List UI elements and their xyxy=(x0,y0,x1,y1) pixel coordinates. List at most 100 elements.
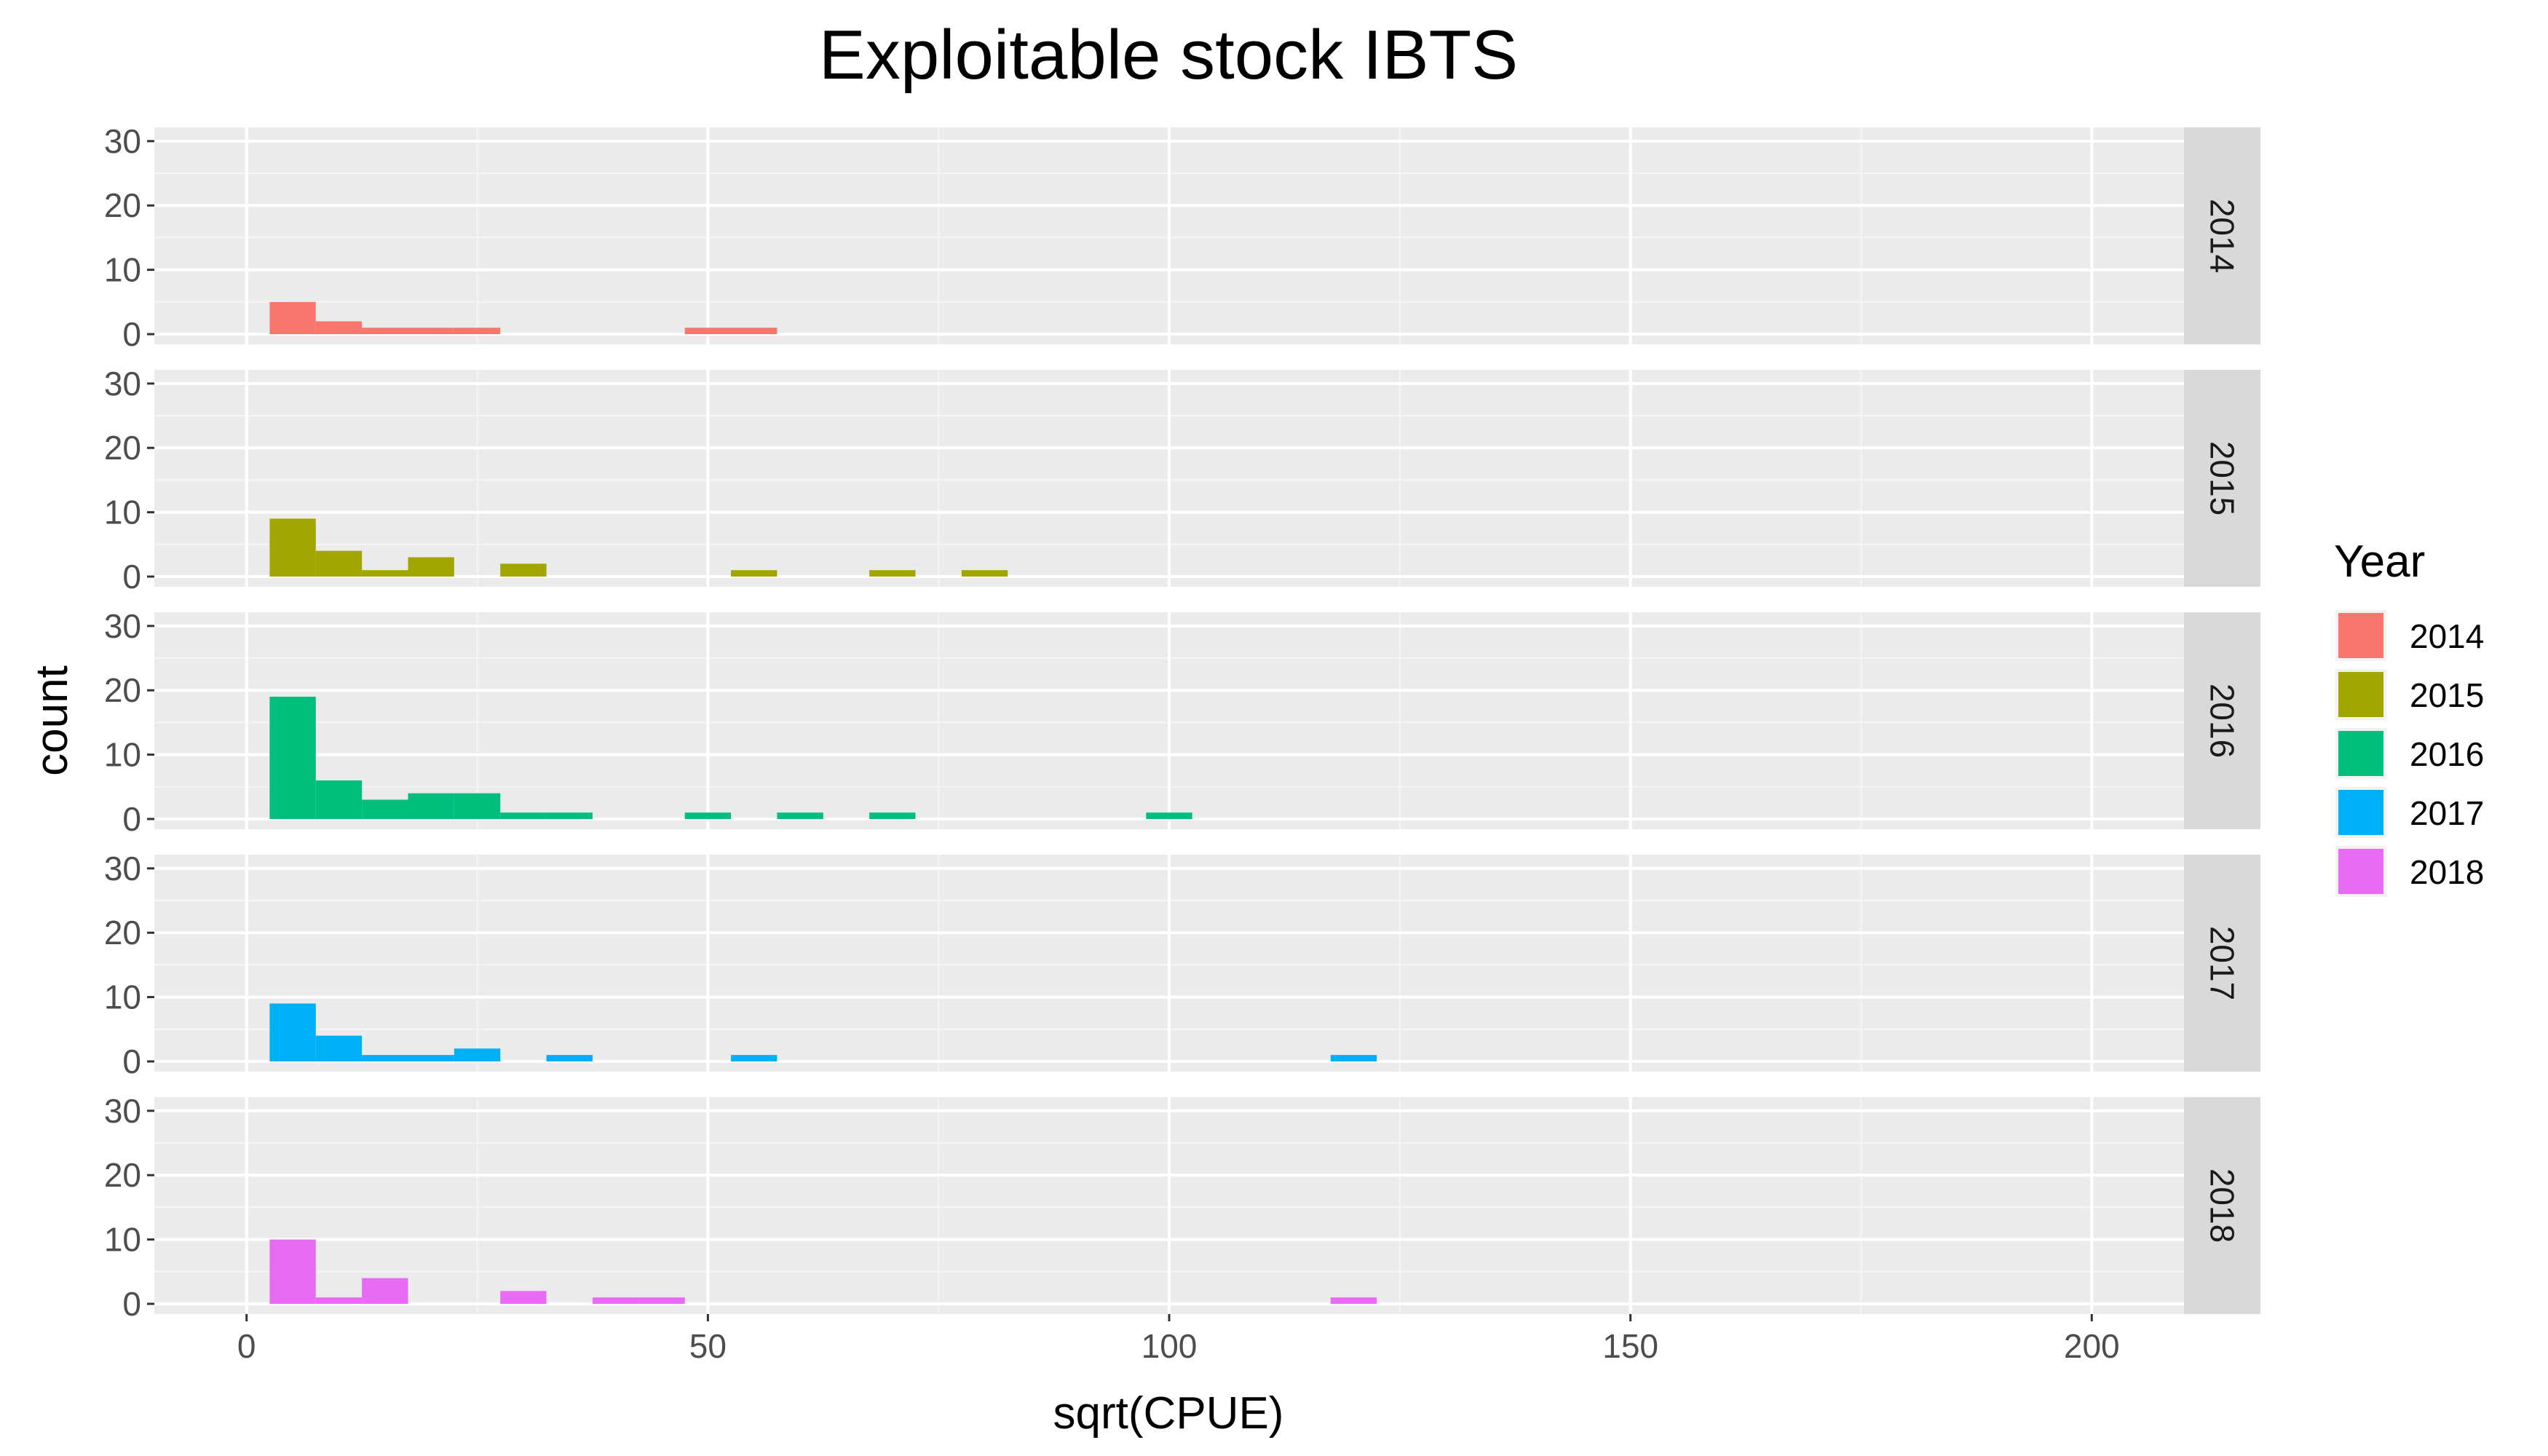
y-tick-label: 0 xyxy=(122,1042,141,1080)
x-tick-label: 0 xyxy=(237,1327,256,1365)
facet-panel-2017: 0 10 20 30 2017 xyxy=(104,850,2260,1080)
facet-strip-label: 2016 xyxy=(2204,684,2242,758)
bar xyxy=(315,1297,363,1304)
chart-title: Exploitable stock IBTS xyxy=(819,16,1518,94)
y-tick-label: 20 xyxy=(104,671,141,709)
bar xyxy=(638,1297,685,1304)
bar xyxy=(684,812,732,819)
legend-swatch xyxy=(2338,790,2383,835)
x-axis-label: sqrt(CPUE) xyxy=(1053,1388,1284,1439)
bar xyxy=(408,557,454,577)
bar xyxy=(546,1055,593,1061)
bar xyxy=(315,780,363,819)
bar xyxy=(731,570,778,577)
y-tick-label: 0 xyxy=(122,1285,141,1323)
y-tick-label: 30 xyxy=(104,122,141,160)
bar xyxy=(500,563,547,577)
x-tick-label: 100 xyxy=(1142,1327,1198,1365)
y-tick-label: 30 xyxy=(104,607,141,645)
legend-swatch xyxy=(2338,672,2383,717)
bar xyxy=(362,1055,408,1061)
y-axis-label: count xyxy=(27,665,77,776)
facet-strip-label: 2015 xyxy=(2204,441,2242,515)
y-tick-label: 30 xyxy=(104,850,141,887)
legend-label: 2014 xyxy=(2410,617,2484,655)
legend: Year 2014 2015 2016 2017 2018 xyxy=(2334,537,2484,897)
legend-label: 2016 xyxy=(2410,735,2484,773)
bar xyxy=(408,1055,454,1061)
x-tick-label: 50 xyxy=(689,1327,727,1365)
bar xyxy=(961,570,1008,577)
facet-strip xyxy=(2184,1097,2260,1314)
facet-strip xyxy=(2184,127,2260,344)
facet-strip xyxy=(2184,612,2260,829)
bar xyxy=(269,697,316,819)
bar xyxy=(684,328,732,334)
bar xyxy=(454,793,501,819)
bar xyxy=(269,1003,316,1061)
facet-strip-label: 2017 xyxy=(2204,926,2242,1000)
bar xyxy=(869,570,916,577)
bar xyxy=(269,518,316,577)
x-tick-label: 150 xyxy=(1602,1327,1658,1365)
legend-label: 2018 xyxy=(2410,853,2484,891)
y-tick-label: 10 xyxy=(104,736,141,774)
y-tick-label: 20 xyxy=(104,429,141,467)
x-tick-label: 200 xyxy=(2064,1327,2120,1365)
bar xyxy=(1330,1297,1377,1304)
bar xyxy=(731,1055,778,1061)
legend-label: 2017 xyxy=(2410,794,2484,832)
bar xyxy=(408,793,454,819)
bar xyxy=(362,799,408,819)
bar xyxy=(362,1278,408,1304)
bar xyxy=(546,812,593,819)
legend-items: 2014 2015 2016 2017 2018 xyxy=(2335,610,2484,897)
y-tick-label: 10 xyxy=(104,494,141,531)
bar xyxy=(408,328,454,334)
facet-panel-2015: 0 10 20 30 2015 xyxy=(104,365,2260,596)
bar xyxy=(315,550,363,577)
bar xyxy=(269,301,316,334)
bar xyxy=(362,570,408,577)
y-tick-label: 0 xyxy=(122,315,141,353)
y-tick-label: 10 xyxy=(104,1221,141,1259)
y-tick-label: 0 xyxy=(122,800,141,838)
facet-panel-2016: 0 10 20 30 2016 xyxy=(104,607,2260,838)
legend-title: Year xyxy=(2334,537,2425,587)
facet-strip xyxy=(2184,855,2260,1072)
x-axis: 0 50 100 150 200 xyxy=(237,1314,2120,1365)
legend-label: 2015 xyxy=(2410,676,2484,714)
facet-panel-2014: 0 10 20 30 2014 xyxy=(104,122,2260,353)
bar xyxy=(1330,1055,1377,1061)
bar xyxy=(454,1048,501,1061)
facet-strip-label: 2014 xyxy=(2204,199,2242,273)
facet-panels: 0 10 20 30 2014 0 10 20 30 2015 0 10 20 30 2016 0 10 20 30… xyxy=(104,122,2260,1323)
legend-swatch xyxy=(2338,613,2383,658)
facet-panel-2018: 0 10 20 30 2018 xyxy=(104,1092,2260,1323)
y-tick-label: 30 xyxy=(104,1092,141,1130)
bar xyxy=(869,812,916,819)
facet-strip xyxy=(2184,370,2260,587)
bar xyxy=(777,812,823,819)
bar xyxy=(315,321,363,334)
legend-swatch xyxy=(2338,849,2383,894)
bar xyxy=(500,812,547,819)
facet-strip-label: 2018 xyxy=(2204,1168,2242,1243)
bar xyxy=(315,1035,363,1061)
legend-swatch xyxy=(2338,731,2383,776)
y-tick-label: 20 xyxy=(104,186,141,224)
bar xyxy=(362,328,408,334)
y-tick-label: 0 xyxy=(122,558,141,596)
y-tick-label: 10 xyxy=(104,978,141,1016)
y-tick-label: 10 xyxy=(104,251,141,289)
y-tick-label: 30 xyxy=(104,365,141,403)
bar xyxy=(454,328,501,334)
y-tick-label: 20 xyxy=(104,914,141,951)
bar xyxy=(269,1239,316,1304)
bar xyxy=(1146,812,1192,819)
bar xyxy=(592,1297,639,1304)
y-tick-label: 20 xyxy=(104,1156,141,1194)
bar xyxy=(500,1291,547,1304)
bar xyxy=(731,328,778,334)
